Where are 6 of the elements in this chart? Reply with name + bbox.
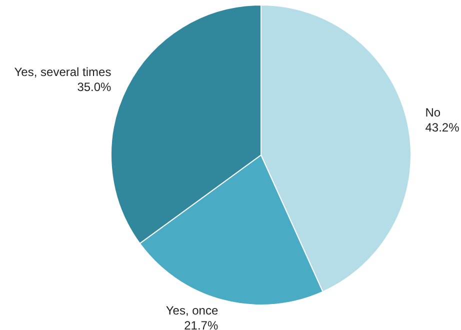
data-label: 43.2% bbox=[425, 120, 460, 135]
slice-label: Yes, once bbox=[166, 303, 218, 318]
data-label: 35.0% bbox=[77, 80, 112, 94]
data-label: 21.7% bbox=[184, 318, 218, 330]
slice-label: Yes, several times bbox=[14, 64, 112, 79]
slice-label: No bbox=[425, 106, 441, 120]
